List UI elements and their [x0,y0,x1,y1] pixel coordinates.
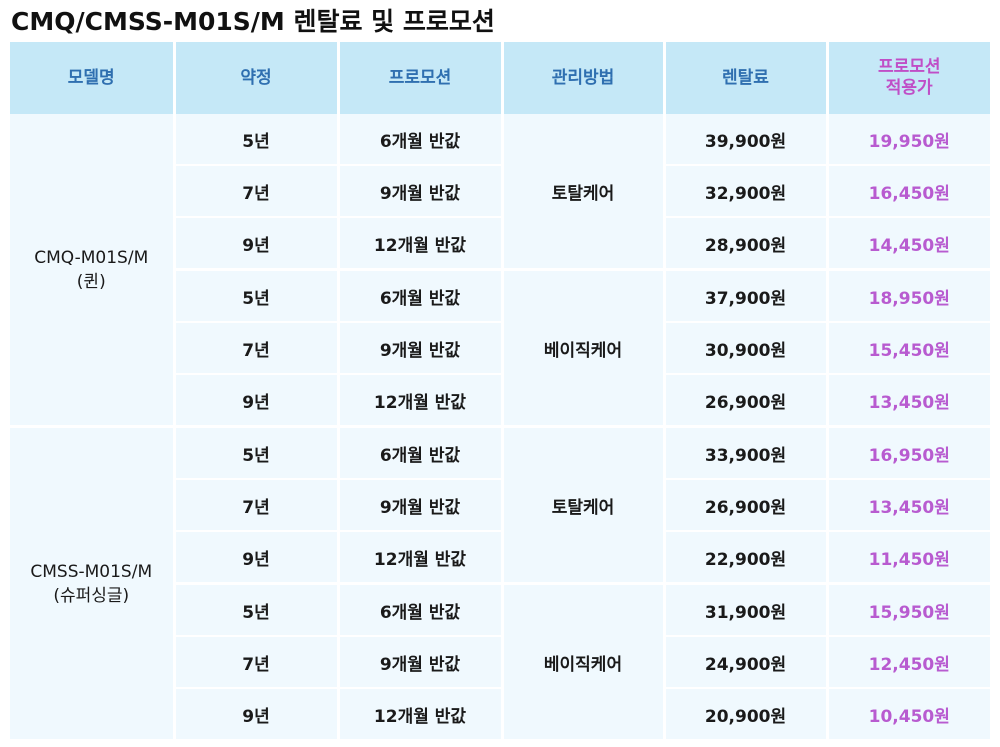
table-row: 7년 9개월 반값 26,900원 13,450원 [10,479,990,532]
table-row: CMQ-M01S/M (퀸) 5년 6개월 반값 토탈케어 39,900원 19,950원 [10,114,990,428]
rental-price-table: 모델명 약정 프로모션 관리방법 렌탈료 프로모션 적용가 CMQ-M01S/M(… [10,42,990,742]
contract-cell: 7년 [174,322,340,375]
care-method-cell: 베이직케어 [502,269,666,428]
model-name-cell: CMQ-M01S/M (퀸) [10,114,176,428]
promo-price-cell: 15,950원 [827,583,990,637]
table-header: 모델명 약정 프로모션 관리방법 렌탈료 프로모션 적용가 [10,42,990,114]
promotion-cell: 6개월 반값 [338,114,504,166]
table-row: 9년 12개월 반값 20,900원 10,450원 [10,688,990,742]
promo-price-cell: 13,450원 [827,374,990,428]
contract-cell: 5년 [174,583,340,637]
care-method-cell: 베이직케어 [502,583,666,742]
table-row: 5년 6개월 반값 베이직케어 37,900원 18,950원 [10,269,990,428]
contract-cell: 7년 [174,479,340,532]
rental-fee-cell: 24,900원 [664,636,829,689]
model-name: CMSS-M01S/M [30,561,153,582]
table-row: 9년 12개월 반값 22,900원 11,450원 [10,531,990,585]
rental-fee-cell: 39,900원 [664,114,829,166]
rental-fee-cell: 26,900원 [664,374,829,428]
table-row: 9년 12개월 반값 28,900원 14,450원 [10,217,990,271]
promo-price-cell: 16,450원 [827,165,990,218]
header-care-method: 관리방법 [502,42,666,114]
contract-cell: 9년 [174,374,340,428]
rental-fee-cell: 20,900원 [664,688,829,742]
header-rental-fee: 렌탈료 [664,42,829,114]
model-subname: (퀸) [76,271,106,292]
table-row: CMSS-M01S/M (슈퍼싱글) 5년 6개월 반값 토탈케어 33,900원 16,9… [10,426,990,742]
header-row: 모델명 약정 프로모션 관리방법 렌탈료 프로모션 적용가 [10,42,990,114]
table-row: 5년 6개월 반값 베이직케어 31,900원 15,950원 [10,583,990,742]
table-row: 7년 9개월 반값 32,900원 16,450원 [10,165,990,218]
contract-cell: 9년 [174,688,340,742]
rental-fee-cell: 33,900원 [664,426,829,480]
model-subname: (슈퍼싱글) [53,585,130,606]
header-contract: 약정 [174,42,340,114]
promo-price-cell: 18,950원 [827,269,990,323]
table-row: 9년 12개월 반값 26,900원 13,450원 [10,374,990,428]
promo-price-cell: 15,450원 [827,322,990,375]
contract-cell: 9년 [174,531,340,585]
table-row: 7년 9개월 반값 24,900원 12,450원 [10,636,990,689]
promo-price-cell: 14,450원 [827,217,990,271]
contract-cell: 5년 [174,426,340,480]
promo-price-cell: 11,450원 [827,531,990,585]
table-body: CMQ-M01S/M (퀸) 5년 6개월 반값 토탈케어 39,900원 19,950원 7… [10,114,990,742]
model-name: CMQ-M01S/M [34,247,149,268]
rental-fee-cell: 31,900원 [664,583,829,637]
contract-cell: 7년 [174,636,340,689]
promotion-cell: 12개월 반값 [338,531,504,585]
contract-cell: 7년 [174,165,340,218]
promotion-cell: 12개월 반값 [338,688,504,742]
rental-fee-cell: 22,900원 [664,531,829,585]
care-method-cell: 토탈케어 [502,426,666,585]
rental-fee-cell: 37,900원 [664,269,829,323]
promotion-cell: 6개월 반값 [338,269,504,323]
model-name-cell: CMSS-M01S/M (슈퍼싱글) [10,426,176,742]
contract-cell: 9년 [174,217,340,271]
promo-price-cell: 10,450원 [827,688,990,742]
care-method-cell: 토탈케어 [502,114,666,271]
promotion-cell: 9개월 반값 [338,636,504,689]
promo-price-cell: 19,950원 [827,114,990,166]
header-promo-price: 프로모션 적용가 [827,42,990,114]
rental-fee-cell: 32,900원 [664,165,829,218]
rental-fee-cell: 30,900원 [664,322,829,375]
table-row: 7년 9개월 반값 30,900원 15,450원 [10,322,990,375]
promotion-cell: 12개월 반값 [338,374,504,428]
promo-price-cell: 13,450원 [827,479,990,532]
contract-cell: 5년 [174,269,340,323]
promotion-cell: 6개월 반값 [338,426,504,480]
header-promo-price-line2: 적용가 [885,78,933,98]
promotion-cell: 12개월 반값 [338,217,504,271]
header-model: 모델명 [10,42,176,114]
rental-fee-cell: 28,900원 [664,217,829,271]
header-promotion: 프로모션 [338,42,504,114]
page-title: CMQ/CMSS-M01S/M 렌탈료 및 프로모션 [11,7,495,36]
header-promo-price-line1: 프로모션 [877,57,941,77]
rental-fee-cell: 26,900원 [664,479,829,532]
promo-price-cell: 12,450원 [827,636,990,689]
contract-cell: 5년 [174,114,340,166]
promotion-cell: 9개월 반값 [338,165,504,218]
promotion-cell: 9개월 반값 [338,479,504,532]
promo-price-cell: 16,950원 [827,426,990,480]
promotion-cell: 9개월 반값 [338,322,504,375]
promotion-cell: 6개월 반값 [338,583,504,637]
